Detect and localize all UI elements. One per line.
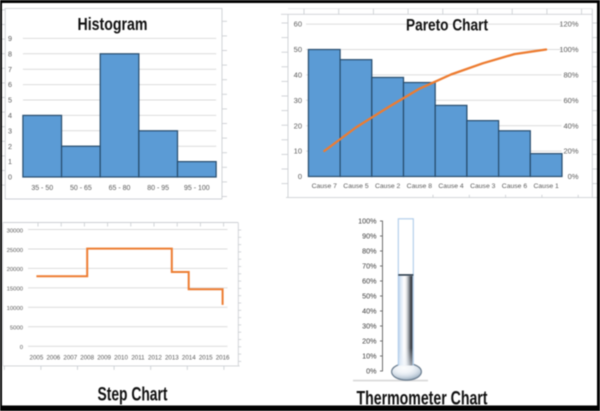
svg-text:0%: 0% xyxy=(568,172,579,181)
svg-text:Cause 6: Cause 6 xyxy=(502,183,528,190)
svg-text:Thermometer Chart: Thermometer Chart xyxy=(357,388,488,409)
svg-text:Pareto Chart: Pareto Chart xyxy=(406,15,488,34)
svg-text:20: 20 xyxy=(294,121,302,130)
svg-text:50%: 50% xyxy=(362,292,377,301)
svg-text:65 - 80: 65 - 80 xyxy=(109,185,131,192)
svg-text:7: 7 xyxy=(8,65,12,74)
svg-text:6: 6 xyxy=(8,80,12,89)
svg-text:0: 0 xyxy=(8,173,12,182)
svg-text:70%: 70% xyxy=(362,262,377,271)
svg-text:0: 0 xyxy=(20,345,24,351)
svg-text:90%: 90% xyxy=(362,232,377,241)
svg-text:35 - 50: 35 - 50 xyxy=(31,185,53,192)
svg-text:Cause 8: Cause 8 xyxy=(407,183,433,190)
svg-text:10: 10 xyxy=(294,147,302,156)
svg-text:2005: 2005 xyxy=(30,355,44,362)
svg-text:95 - 100: 95 - 100 xyxy=(184,185,210,192)
svg-text:30000: 30000 xyxy=(7,228,24,234)
svg-text:30%: 30% xyxy=(362,322,377,331)
svg-text:2008: 2008 xyxy=(80,355,94,362)
svg-text:80%: 80% xyxy=(362,247,377,256)
svg-text:1: 1 xyxy=(8,157,12,166)
svg-text:Cause 4: Cause 4 xyxy=(438,183,464,190)
svg-text:60%: 60% xyxy=(362,277,377,286)
svg-text:Step Chart: Step Chart xyxy=(98,385,168,406)
svg-text:Cause 7: Cause 7 xyxy=(312,183,338,190)
svg-text:15000: 15000 xyxy=(7,287,24,293)
svg-text:20000: 20000 xyxy=(7,267,24,273)
svg-text:Cause 5: Cause 5 xyxy=(343,183,369,190)
svg-text:2006: 2006 xyxy=(46,355,60,362)
svg-text:3: 3 xyxy=(8,126,12,135)
svg-text:10000: 10000 xyxy=(7,306,24,312)
svg-text:Histogram: Histogram xyxy=(78,14,148,34)
svg-text:2013: 2013 xyxy=(165,355,179,362)
svg-text:Cause 1: Cause 1 xyxy=(533,183,559,190)
svg-text:2009: 2009 xyxy=(97,355,111,362)
svg-text:4: 4 xyxy=(8,111,12,120)
svg-text:2016: 2016 xyxy=(216,355,230,362)
svg-text:100%: 100% xyxy=(559,45,579,54)
svg-text:2011: 2011 xyxy=(131,355,145,362)
svg-text:8: 8 xyxy=(8,49,12,58)
svg-text:80 - 95: 80 - 95 xyxy=(147,185,169,192)
svg-text:2012: 2012 xyxy=(148,355,162,362)
svg-text:Cause 3: Cause 3 xyxy=(470,183,496,190)
svg-text:20%: 20% xyxy=(563,147,578,156)
svg-text:60%: 60% xyxy=(563,96,578,105)
svg-text:40%: 40% xyxy=(563,121,578,130)
svg-text:2015: 2015 xyxy=(199,355,213,362)
svg-text:25000: 25000 xyxy=(7,248,24,254)
svg-text:40: 40 xyxy=(294,71,302,80)
svg-text:0%: 0% xyxy=(366,367,377,376)
svg-text:50: 50 xyxy=(294,45,302,54)
svg-text:2010: 2010 xyxy=(114,355,128,362)
svg-text:120%: 120% xyxy=(559,20,579,29)
svg-text:40%: 40% xyxy=(362,307,377,316)
svg-text:5: 5 xyxy=(8,96,12,105)
svg-text:0: 0 xyxy=(298,172,302,181)
svg-text:20%: 20% xyxy=(362,337,377,346)
svg-text:2: 2 xyxy=(8,142,12,151)
svg-text:60: 60 xyxy=(294,20,302,29)
svg-text:2014: 2014 xyxy=(182,355,196,362)
svg-text:5000: 5000 xyxy=(10,326,24,332)
svg-text:100%: 100% xyxy=(358,217,377,226)
svg-text:2007: 2007 xyxy=(63,355,77,362)
svg-text:80%: 80% xyxy=(563,71,578,80)
svg-text:Cause 2: Cause 2 xyxy=(375,183,401,190)
svg-text:30: 30 xyxy=(294,96,302,105)
svg-text:50 - 65: 50 - 65 xyxy=(70,185,92,192)
svg-text:9: 9 xyxy=(8,34,12,43)
svg-text:10%: 10% xyxy=(362,352,377,361)
